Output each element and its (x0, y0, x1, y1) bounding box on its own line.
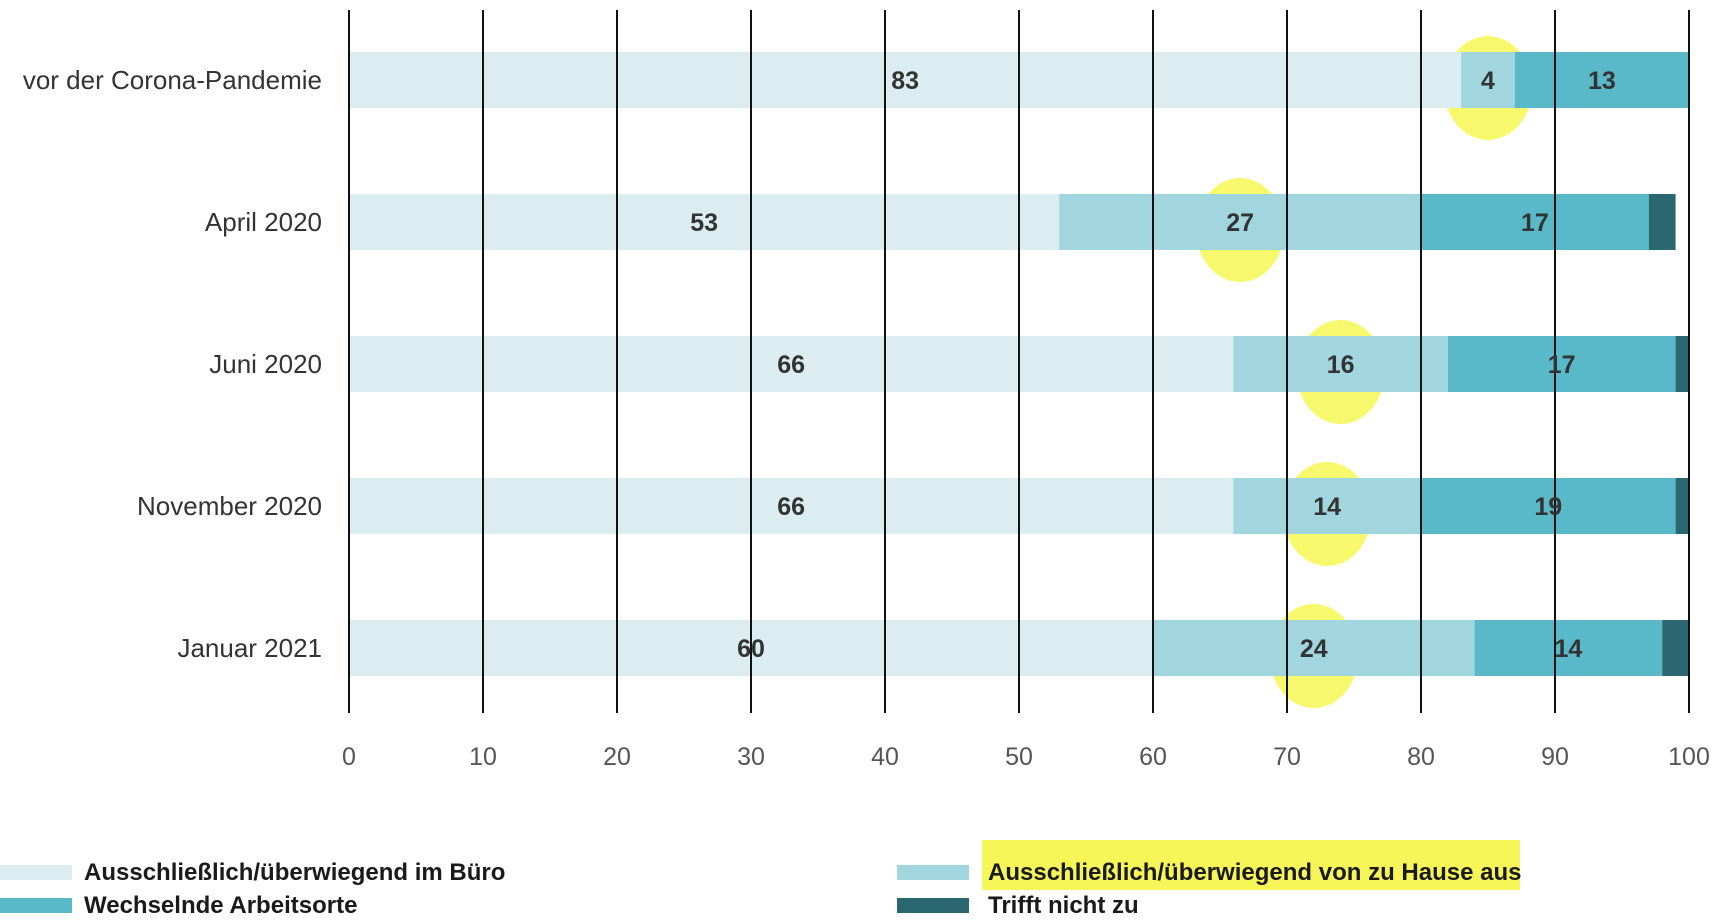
legend-label: Trifft nicht zu (988, 892, 1139, 919)
data-label: 14 (1554, 635, 1582, 663)
bar-segment (1648, 194, 1676, 250)
legend-highlight (982, 840, 1520, 890)
data-labels: 83 4 13 53 27 17 66 16 17 66 14 19 60 24 14 (690, 67, 1616, 663)
legend-swatch (897, 865, 969, 880)
x-tick-label: 60 (1139, 743, 1167, 771)
bar-segment (1421, 194, 1649, 250)
bar-segment (1233, 478, 1421, 534)
bar-segment (349, 336, 1234, 392)
bar-segment (1447, 336, 1676, 392)
data-label: 19 (1534, 493, 1562, 521)
x-tick-label: 20 (603, 743, 631, 771)
x-axis-ticks: 0 10 20 30 40 50 60 70 80 90 100 (342, 743, 1710, 771)
legend-swatch (0, 865, 72, 880)
bar-segment (1233, 336, 1448, 392)
bar-segment (349, 478, 1234, 534)
bar-segment (349, 52, 1462, 108)
gridlines (348, 10, 1690, 713)
data-label: 27 (1226, 209, 1254, 237)
x-tick-label: 90 (1541, 743, 1569, 771)
legend-swatch (897, 898, 969, 913)
bar-segment (1421, 478, 1676, 534)
data-label: 17 (1521, 209, 1549, 237)
legend-label: Ausschließlich/überwiegend von zu Hause … (988, 859, 1521, 886)
legend-label: Ausschließlich/überwiegend im Büro (84, 859, 505, 886)
x-tick-label: 0 (342, 743, 356, 771)
x-tick-label: 10 (469, 743, 497, 771)
x-tick-label: 40 (871, 743, 899, 771)
bar-segment (1514, 52, 1689, 108)
bar-segment (1662, 620, 1689, 676)
bar-segment (1675, 336, 1689, 392)
bar-segment (1474, 620, 1663, 676)
bar-segment (1059, 194, 1421, 250)
category-label: Juni 2020 (209, 349, 322, 379)
data-label: 4 (1481, 67, 1495, 95)
data-label: 53 (690, 209, 718, 237)
x-tick-label: 30 (737, 743, 765, 771)
legend-swatch (0, 898, 72, 913)
x-tick-label: 50 (1005, 743, 1033, 771)
category-label: April 2020 (205, 207, 322, 237)
bar-segment (349, 194, 1060, 250)
bar-segment (1461, 52, 1515, 108)
data-label: 66 (777, 493, 805, 521)
category-label: November 2020 (137, 491, 322, 521)
x-tick-label: 100 (1668, 743, 1710, 771)
data-label: 13 (1588, 67, 1616, 95)
data-label: 16 (1327, 351, 1355, 379)
data-label: 60 (737, 635, 765, 663)
data-label: 83 (891, 67, 919, 95)
category-labels: vor der Corona-Pandemie April 2020 Juni 20… (23, 65, 322, 663)
data-label: 17 (1548, 351, 1576, 379)
category-label: Januar 2021 (177, 633, 322, 663)
category-label: vor der Corona-Pandemie (23, 65, 322, 95)
data-label: 66 (777, 351, 805, 379)
legend-label: Wechselnde Arbeitsorte (84, 892, 357, 919)
x-tick-label: 80 (1407, 743, 1435, 771)
bars (349, 52, 1689, 676)
x-tick-label: 70 (1273, 743, 1301, 771)
data-label: 14 (1313, 493, 1341, 521)
bar-segment (1675, 478, 1689, 534)
legend: Ausschließlich/überwiegend im Büro Aussch… (0, 840, 1521, 919)
data-label: 24 (1300, 635, 1328, 663)
